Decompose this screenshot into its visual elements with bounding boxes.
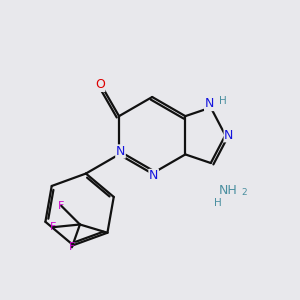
Text: F: F [69, 242, 75, 252]
Text: N: N [224, 129, 234, 142]
Text: F: F [58, 201, 64, 211]
Text: H: H [219, 96, 227, 106]
Text: O: O [95, 78, 105, 92]
Text: N: N [116, 145, 125, 158]
Text: F: F [50, 222, 56, 232]
Text: NH: NH [219, 184, 237, 197]
Text: N: N [149, 169, 158, 182]
Text: 2: 2 [241, 188, 247, 197]
Text: H: H [214, 198, 221, 208]
Text: N: N [205, 98, 214, 110]
